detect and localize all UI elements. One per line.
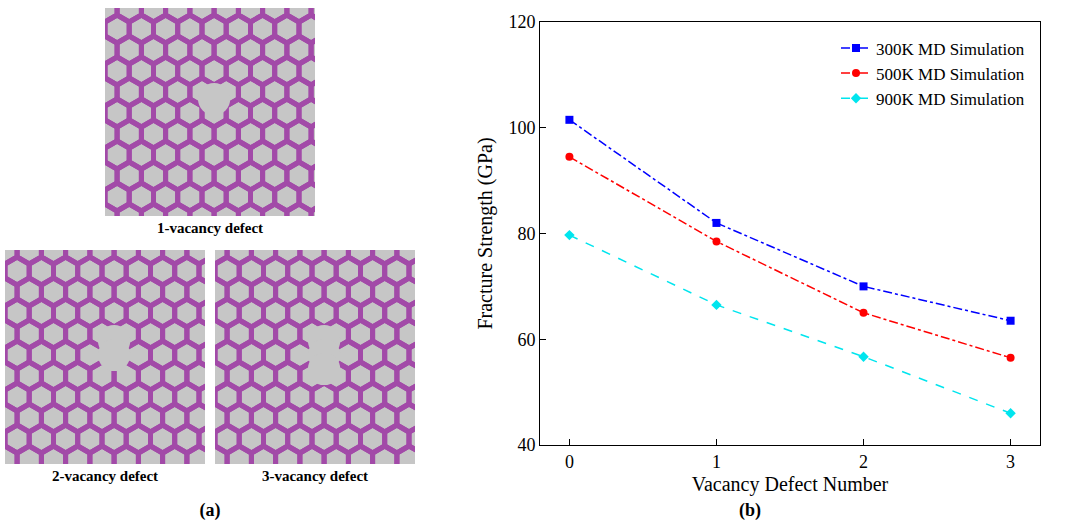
svg-text:100: 100	[508, 118, 535, 138]
svg-text:0: 0	[565, 452, 574, 472]
svg-text:60: 60	[517, 330, 535, 350]
svg-text:120: 120	[508, 12, 535, 32]
svg-text:Fracture Strength (GPa): Fracture Strength (GPa)	[474, 137, 497, 329]
html-text:2-vacancy defect: 2-vacancy defect	[51, 468, 159, 484]
html-text:3-vacancy defect: 3-vacancy defect	[261, 468, 369, 484]
html-text:(a): (a)	[199, 500, 221, 520]
svg-text:40: 40	[517, 435, 535, 455]
svg-text:3: 3	[1006, 452, 1015, 472]
html-text:(b): (b)	[739, 500, 761, 520]
svg-text:80: 80	[517, 224, 535, 244]
svg-text:2: 2	[859, 452, 868, 472]
svg-text:Vacancy Defect Number: Vacancy Defect Number	[692, 473, 889, 496]
svg-text:900K MD Simulation: 900K MD Simulation	[876, 90, 1025, 109]
html-text:1-vacancy defect: 1-vacancy defect	[156, 220, 264, 236]
svg-text:300K MD Simulation: 300K MD Simulation	[876, 40, 1025, 59]
svg-text:1: 1	[712, 452, 721, 472]
svg-text:500K MD Simulation: 500K MD Simulation	[876, 65, 1025, 84]
